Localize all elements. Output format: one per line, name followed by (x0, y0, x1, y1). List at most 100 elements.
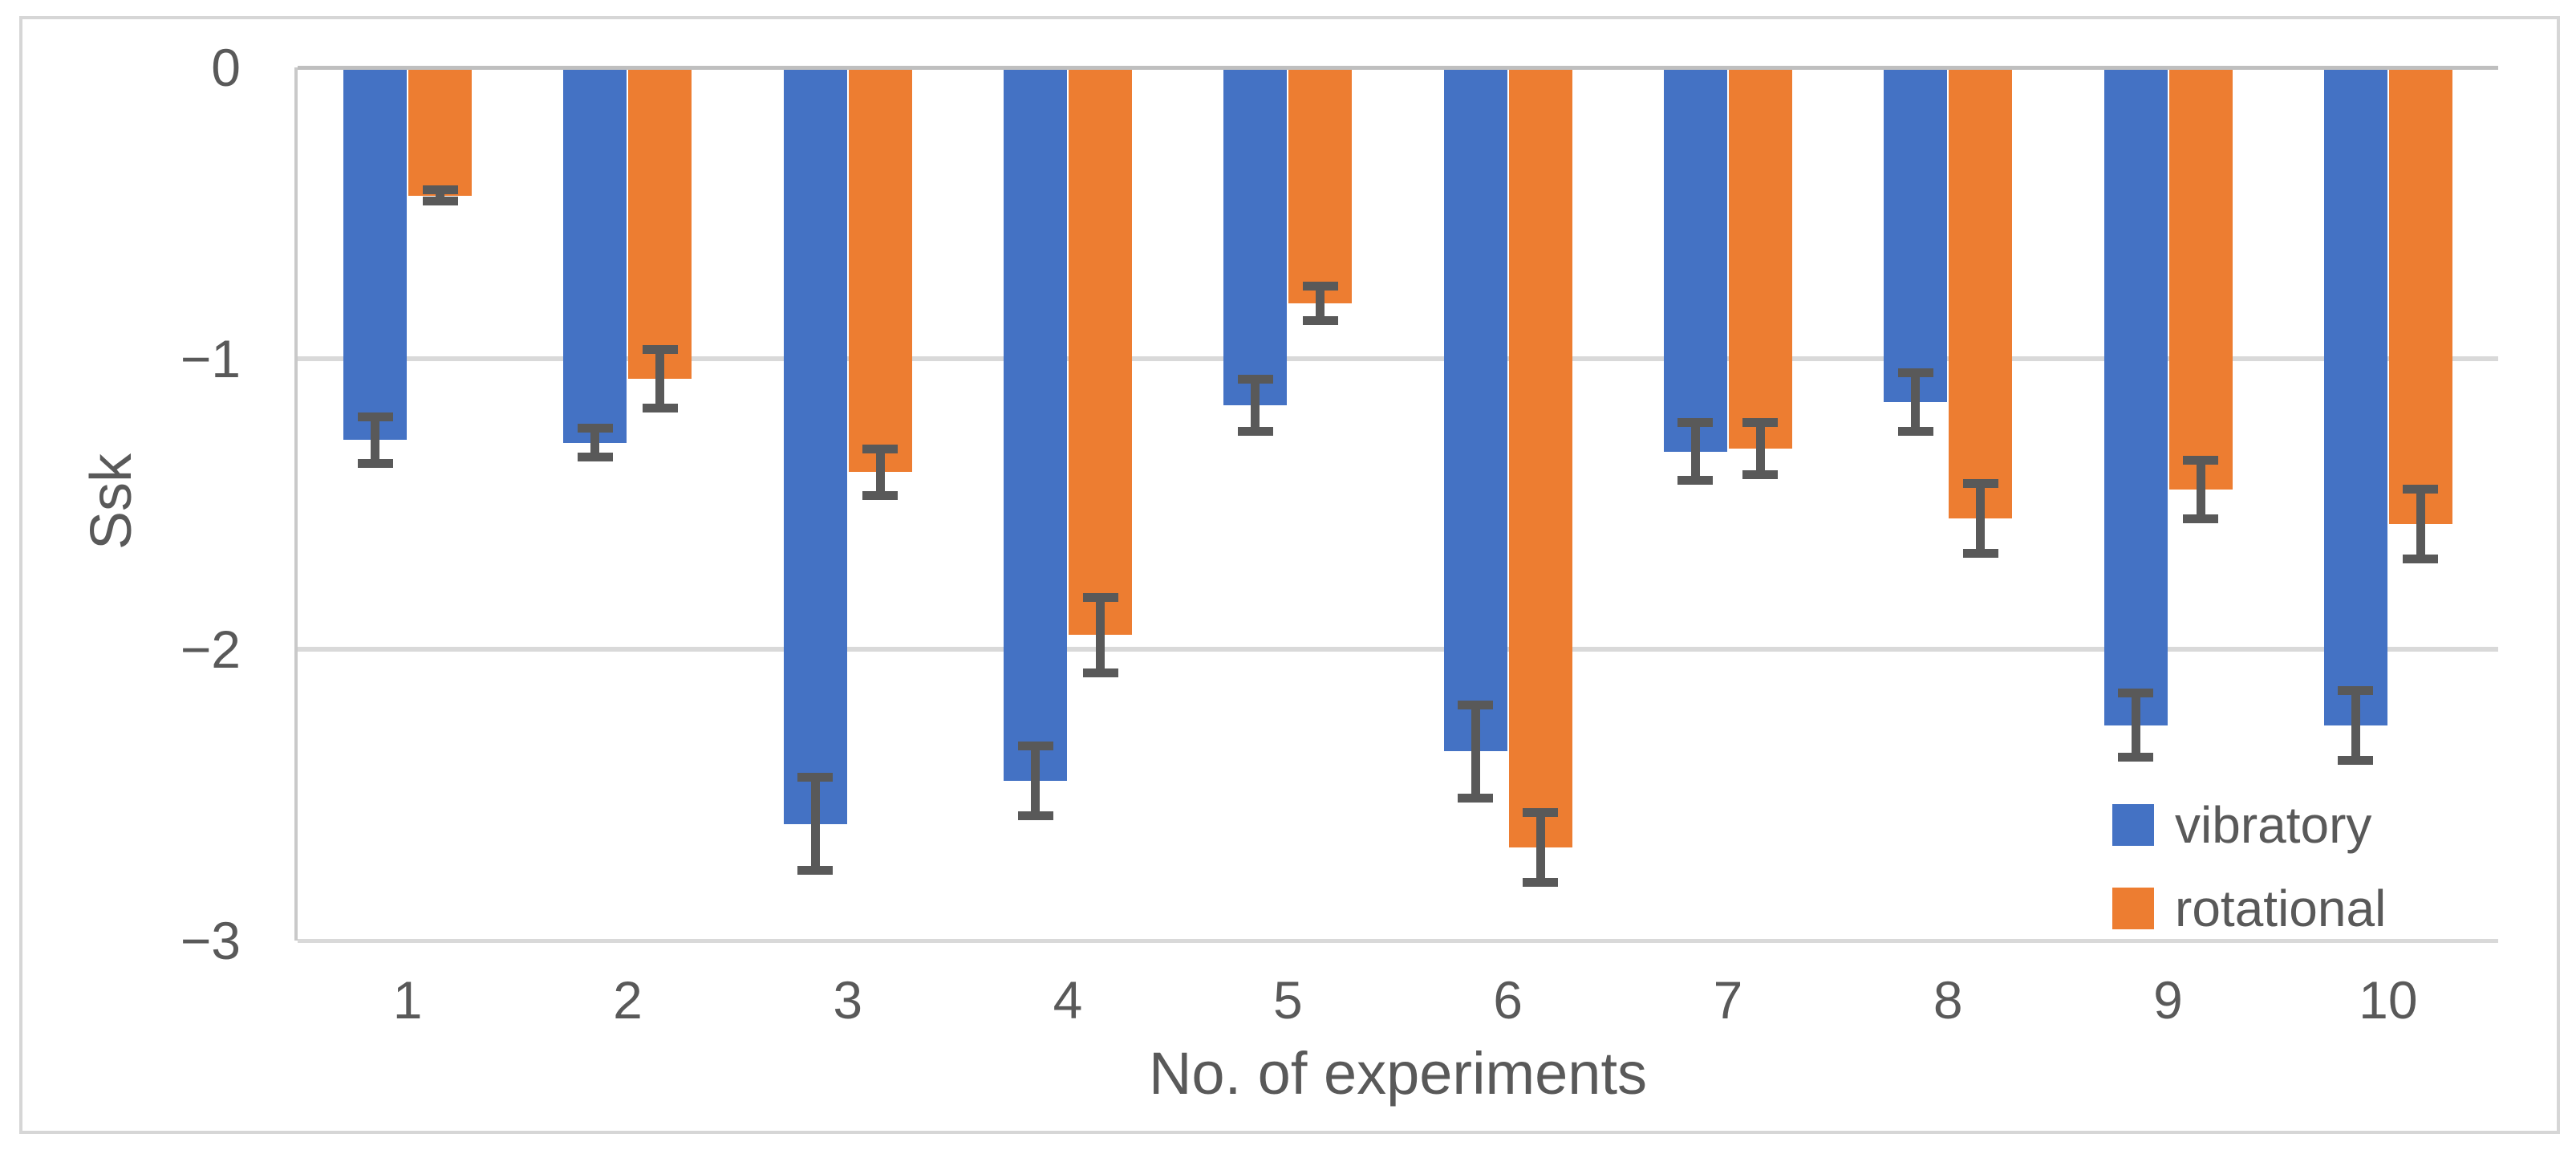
error-bar-cap-bottom-rotational-4 (1082, 668, 1118, 677)
error-bar-stem-rotational-8 (1976, 483, 1986, 554)
error-bar-stem-vibratory-3 (810, 777, 820, 871)
error-bar-cap-bottom-rotational-3 (862, 490, 899, 500)
x-tick-label-4: 4 (1053, 970, 1083, 1030)
error-bar-stem-rotational-4 (1096, 597, 1105, 673)
error-bar-stem-vibratory-5 (1251, 379, 1260, 432)
error-bar-cap-top-vibratory-4 (1017, 741, 1053, 750)
error-bar-cap-top-rotational-6 (1523, 807, 1559, 817)
bar-group-6 (1398, 67, 1618, 941)
error-bar-cap-bottom-vibratory-6 (1458, 793, 1494, 803)
error-bar-cap-top-rotational-4 (1082, 592, 1118, 602)
legend-item-rotational: rotational (2112, 880, 2387, 937)
error-bar-stem-vibratory-2 (590, 428, 600, 457)
error-bar-stem-rotational-7 (1755, 422, 1765, 475)
bar-rotational-8 (1949, 67, 2013, 519)
bar-vibratory-1 (343, 67, 408, 441)
error-bar-cap-top-vibratory-8 (1897, 368, 1933, 378)
y-tick-label-−1: −1 (180, 328, 241, 388)
error-bar-cap-bottom-vibratory-9 (2118, 753, 2154, 762)
x-axis-title: No. of experiments (1148, 1040, 1648, 1107)
gridline-y-2 (298, 647, 2498, 652)
bar-group-4 (958, 67, 1178, 941)
y-axis-line (294, 67, 298, 941)
bar-group-2 (517, 67, 737, 941)
bar-group-8 (1838, 67, 2058, 941)
error-bar-cap-bottom-rotational-7 (1742, 470, 1779, 480)
bar-vibratory-2 (563, 67, 627, 443)
y-tick-label-−2: −2 (180, 620, 241, 680)
gridline-y-1 (298, 356, 2498, 361)
legend-swatch-vibratory (2112, 804, 2154, 846)
error-bar-cap-top-vibratory-2 (577, 424, 613, 433)
x-tick-label-7: 7 (1713, 970, 1743, 1030)
plot-bottom-line (298, 938, 2498, 943)
error-bar-cap-top-vibratory-7 (1677, 417, 1714, 427)
error-bar-cap-top-vibratory-5 (1237, 374, 1273, 384)
bar-rotational-6 (1508, 67, 1572, 847)
error-bar-cap-bottom-vibratory-10 (2338, 755, 2374, 765)
error-bar-stem-rotational-3 (875, 449, 885, 496)
legend-label-rotational: rotational (2175, 880, 2387, 937)
error-bar-stem-vibratory-6 (1471, 705, 1480, 798)
y-tick-label-0: 0 (211, 38, 241, 97)
error-bar-cap-top-rotational-7 (1742, 417, 1779, 427)
error-bar-cap-top-vibratory-3 (797, 773, 834, 782)
bar-vibratory-7 (1663, 67, 1727, 452)
error-bar-cap-bottom-rotational-1 (422, 197, 458, 206)
bar-rotational-9 (2168, 67, 2233, 490)
bar-group-10 (2278, 67, 2498, 941)
error-bar-stem-vibratory-7 (1690, 422, 1700, 481)
bar-group-7 (1618, 67, 1838, 941)
bar-vibratory-4 (1004, 67, 1068, 781)
bar-vibratory-9 (2103, 67, 2168, 725)
x-tick-label-1: 1 (392, 970, 423, 1030)
error-bar-cap-bottom-vibratory-2 (577, 453, 613, 462)
plot-area: 1 2 3 4 5 6 7 8 9 10 (294, 65, 2498, 1030)
bar-vibratory-8 (1884, 67, 1948, 403)
error-bar-cap-bottom-rotational-2 (642, 403, 678, 412)
error-bar-cap-bottom-rotational-9 (2183, 514, 2219, 523)
error-bar-cap-bottom-rotational-10 (2403, 555, 2439, 564)
bar-rotational-5 (1288, 67, 1353, 303)
x-tick-label-5: 5 (1272, 970, 1303, 1030)
bar-group-3 (738, 67, 958, 941)
x-tick-label-2: 2 (613, 970, 643, 1030)
error-bar-cap-bottom-rotational-6 (1523, 877, 1559, 887)
error-bar-stem-rotational-6 (1535, 812, 1545, 883)
error-bar-cap-top-rotational-9 (2183, 456, 2219, 465)
error-bar-cap-top-vibratory-6 (1458, 700, 1494, 709)
error-bar-stem-vibratory-8 (1911, 372, 1921, 432)
error-bar-cap-bottom-vibratory-4 (1017, 811, 1053, 820)
bar-rotational-2 (628, 67, 692, 380)
bar-rotational-4 (1069, 67, 1133, 636)
x-tick-label-6: 6 (1493, 970, 1523, 1030)
legend-item-vibratory: vibratory (2112, 796, 2386, 854)
error-bar-cap-top-rotational-10 (2403, 485, 2439, 494)
error-bar-stem-rotational-2 (655, 349, 665, 408)
bar-group-9 (2058, 67, 2278, 941)
x-tick-label-10: 10 (2359, 970, 2418, 1030)
error-bar-cap-bottom-vibratory-3 (797, 866, 834, 876)
error-bar-cap-bottom-vibratory-1 (357, 458, 393, 468)
error-bar-stem-rotational-9 (2196, 460, 2205, 519)
error-bar-cap-top-vibratory-10 (2338, 685, 2374, 695)
bar-vibratory-10 (2323, 67, 2387, 725)
error-bar-cap-top-rotational-3 (862, 444, 899, 453)
legend-label-vibratory: vibratory (2175, 796, 2372, 854)
error-bar-cap-top-vibratory-9 (2118, 689, 2154, 698)
y-tick-label-−3: −3 (180, 911, 241, 970)
error-bar-cap-top-rotational-2 (642, 345, 678, 355)
error-bar-cap-bottom-vibratory-5 (1237, 426, 1273, 436)
error-bar-cap-top-rotational-5 (1302, 281, 1338, 291)
error-bar-stem-vibratory-9 (2131, 693, 2140, 758)
error-bar-stem-vibratory-1 (371, 417, 380, 464)
error-bar-cap-bottom-rotational-8 (1962, 549, 1998, 559)
error-bar-cap-bottom-rotational-5 (1302, 316, 1338, 326)
error-bar-stem-rotational-1 (436, 189, 445, 201)
x-tick-label-9: 9 (2153, 970, 2183, 1030)
bar-rotational-7 (1728, 67, 1792, 449)
x-tick-label-3: 3 (833, 970, 863, 1030)
error-bar-stem-rotational-5 (1316, 286, 1325, 321)
bar-vibratory-6 (1443, 67, 1507, 752)
